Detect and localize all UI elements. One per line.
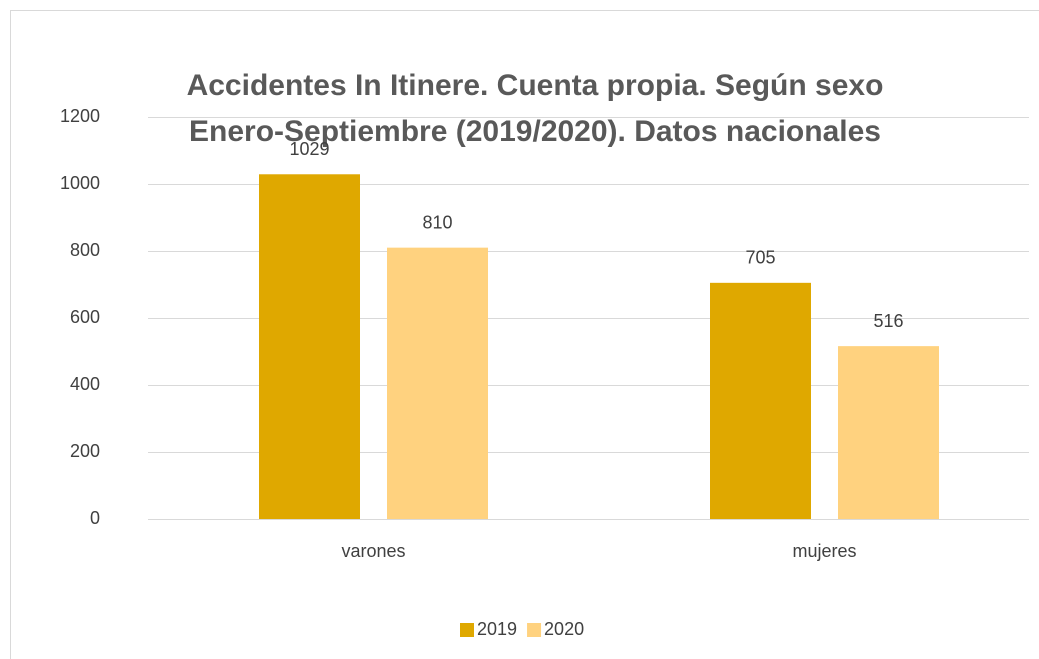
chart-border xyxy=(10,10,1039,659)
data-label: 516 xyxy=(873,311,903,331)
bar xyxy=(838,346,939,519)
legend-label: 2019 xyxy=(477,619,517,639)
chart-title: Accidentes In Itinere. Cuenta propia. Se… xyxy=(187,69,884,102)
legend-label: 2020 xyxy=(544,619,584,639)
legend-swatch xyxy=(527,623,542,637)
y-tick-label: 1000 xyxy=(60,173,100,193)
data-label: 705 xyxy=(745,248,775,268)
data-label: 810 xyxy=(422,212,452,232)
y-tick-label: 0 xyxy=(90,508,100,528)
y-tick-label: 1200 xyxy=(60,106,100,126)
y-tick-label: 200 xyxy=(70,441,100,461)
chart-subtitle: Enero-Septiembre (2019/2020). Datos naci… xyxy=(189,115,881,148)
bar xyxy=(259,174,360,519)
legend-swatch xyxy=(460,623,474,637)
y-tick-label: 400 xyxy=(70,374,100,394)
x-tick-label: varones xyxy=(341,541,405,561)
bar xyxy=(710,282,811,519)
y-tick-label: 800 xyxy=(70,240,100,260)
bar xyxy=(387,247,488,519)
y-tick-label: 600 xyxy=(70,307,100,327)
data-label: 1029 xyxy=(289,139,329,159)
x-tick-label: mujeres xyxy=(792,541,856,561)
